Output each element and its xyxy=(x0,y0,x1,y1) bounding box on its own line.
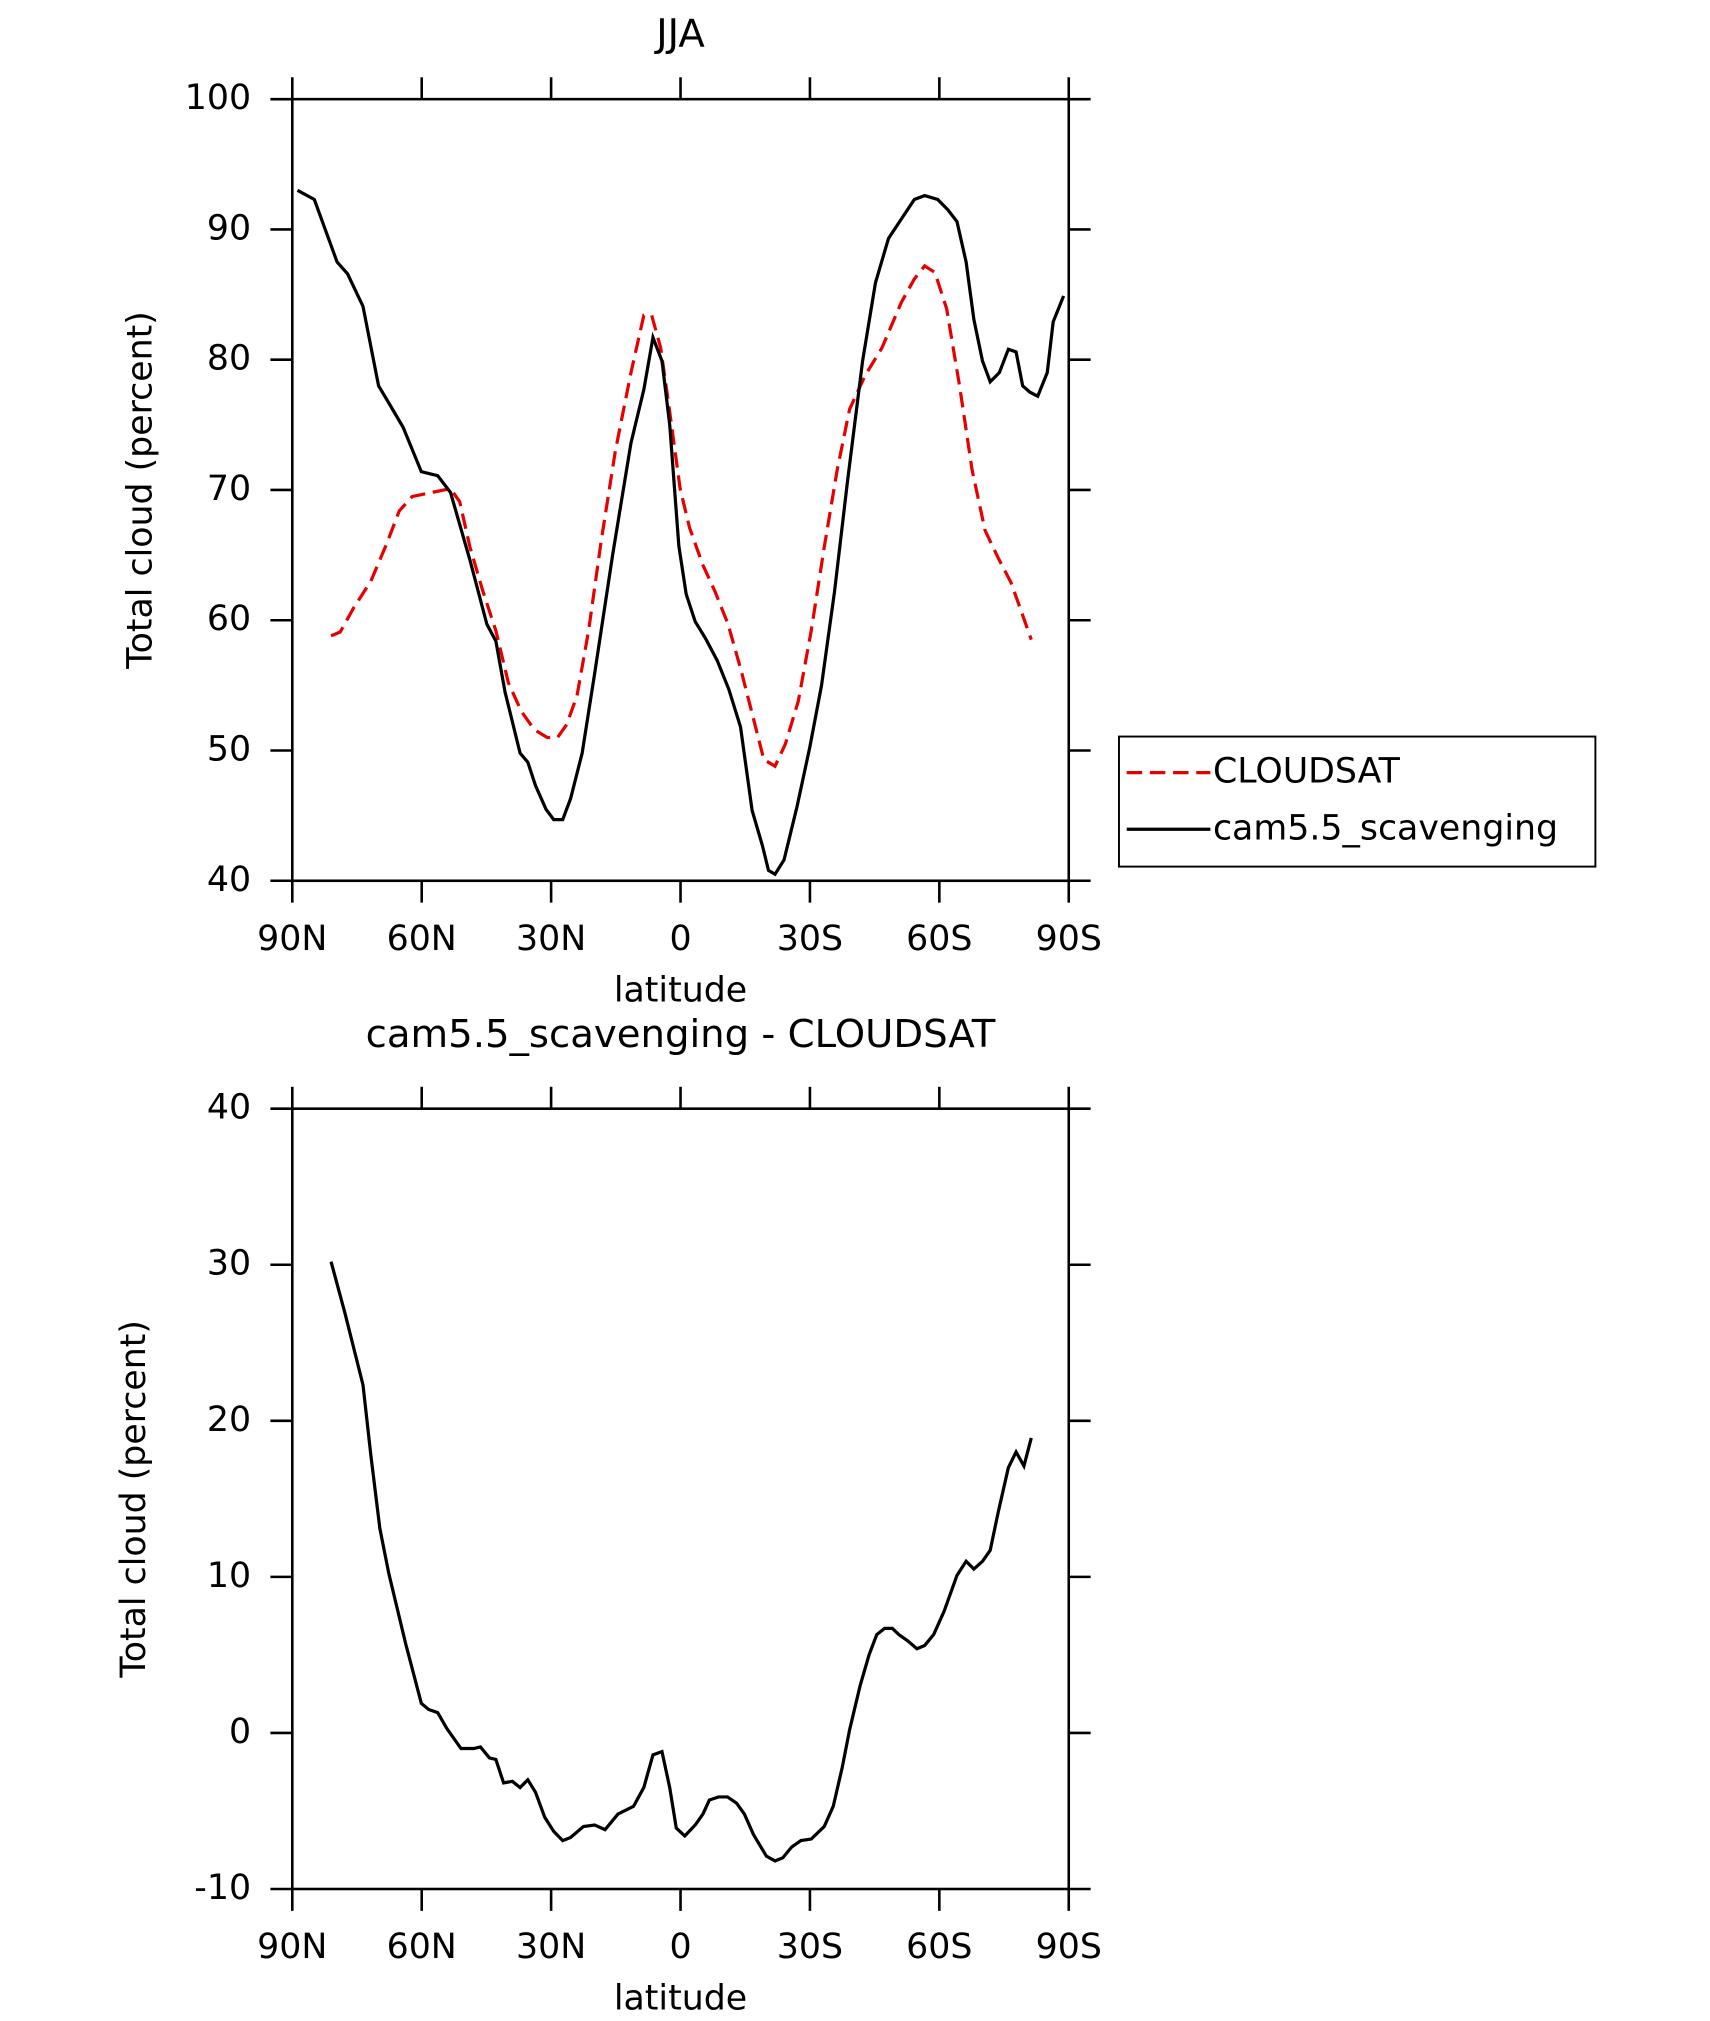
x-tick-label: 90S xyxy=(1036,1927,1102,1967)
y-tick-label: 70 xyxy=(207,469,251,509)
y-tick-label: 50 xyxy=(207,730,251,770)
y-axis-label: Total cloud (percent) xyxy=(114,1320,154,1679)
y-tick-label: 20 xyxy=(207,1400,251,1440)
y-tick-label: 10 xyxy=(207,1556,251,1596)
x-tick-label: 60N xyxy=(387,919,457,959)
x-tick-label: 0 xyxy=(669,919,691,959)
data-line xyxy=(329,1261,1033,1863)
x-axis-label: latitude xyxy=(614,1979,747,2019)
y-tick-label: 90 xyxy=(207,208,251,248)
x-tick-label: 90N xyxy=(257,1927,327,1967)
y-tick-label: 100 xyxy=(185,78,251,118)
x-tick-label: 0 xyxy=(669,1927,691,1967)
y-tick-label: 40 xyxy=(207,1088,251,1128)
y-tick-label: 40 xyxy=(207,860,251,900)
x-tick-label: 30N xyxy=(516,1927,586,1967)
legend: CLOUDSAT cam5.5_scavenging xyxy=(1118,735,1597,868)
x-tick-label: 60S xyxy=(906,1927,972,1967)
chart-title: JJA xyxy=(654,12,705,57)
x-axis-label: latitude xyxy=(614,971,747,1011)
legend-label: cam5.5_scavenging xyxy=(1213,808,1558,848)
plot-frame xyxy=(291,1107,1071,1891)
y-tick-label: 30 xyxy=(207,1244,251,1284)
data-line xyxy=(330,263,1033,769)
x-tick-label: 30N xyxy=(516,919,586,959)
x-tick-label: 60N xyxy=(387,1927,457,1967)
x-tick-label: 90S xyxy=(1036,919,1102,959)
x-tick-label: 30S xyxy=(777,919,843,959)
x-tick-label: 30S xyxy=(777,1927,843,1967)
y-tick-label: 60 xyxy=(207,599,251,639)
y-tick-label: -10 xyxy=(194,1868,251,1908)
x-tick-label: 60S xyxy=(906,919,972,959)
y-axis-label: Total cloud (percent) xyxy=(121,311,161,670)
chart-title: cam5.5_scavenging - CLOUDSAT xyxy=(366,1012,996,1057)
data-line xyxy=(296,188,1066,877)
y-tick-label: 0 xyxy=(229,1712,251,1752)
x-tick-label: 90N xyxy=(257,919,327,959)
y-tick-label: 80 xyxy=(207,339,251,379)
legend-label: CLOUDSAT xyxy=(1213,752,1401,792)
plot-frame xyxy=(291,97,1071,883)
legend-box xyxy=(1118,735,1597,868)
